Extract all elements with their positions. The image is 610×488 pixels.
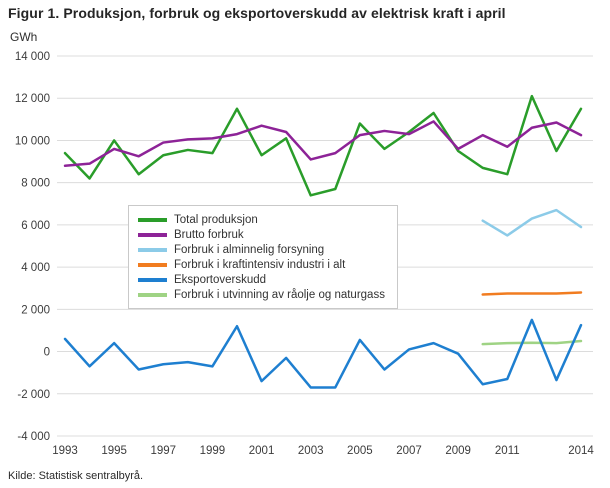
x-tick-label: 1999 [200,445,226,457]
legend: Total produksjon Brutto forbruk Forbruk … [128,205,398,309]
series-line-2 [481,208,583,237]
x-tick-label: 2005 [347,445,373,457]
x-tick-label: 1997 [150,445,176,457]
y-tick-label: 6 000 [21,220,50,232]
legend-label: Forbruk i kraftintensiv industri i alt [174,258,346,271]
legend-swatch-total-produksjon [138,217,167,222]
y-tick-label: 4 000 [21,262,50,274]
legend-swatch-alminnelig-forsyning [138,247,167,252]
legend-label: Brutto forbruk [174,228,244,241]
x-tick-label: 2003 [298,445,324,457]
x-tick-label: 2007 [396,445,422,457]
x-tick-label: 1995 [101,445,127,457]
series-line-4 [63,318,583,389]
series-line-1 [63,120,583,168]
y-axis-unit-label: GWh [10,30,38,44]
series-line-5 [481,339,583,346]
y-tick-label: 8 000 [21,178,50,190]
legend-label: Forbruk i alminnelig forsyning [174,243,325,256]
legend-item: Forbruk i utvinning av råolje og naturga… [138,287,385,302]
legend-item: Forbruk i alminnelig forsyning [138,242,385,257]
legend-swatch-utvinning-raolje-naturgass [138,292,167,297]
legend-label: Total produksjon [174,213,258,226]
y-tick-label: 10 000 [15,135,50,147]
series-line-3 [481,291,583,296]
x-tick-label: 2001 [249,445,275,457]
legend-item: Brutto forbruk [138,227,385,242]
y-tick-label: 12 000 [15,93,50,105]
legend-swatch-brutto-forbruk [138,232,167,237]
y-tick-label: 2 000 [21,304,50,316]
x-tick-label: 2011 [495,445,520,457]
x-tick-label: 1993 [52,445,78,457]
y-tick-label: -2 000 [17,389,50,401]
y-tick-label: 14 000 [15,51,50,63]
legend-swatch-kraftintensiv-industri [138,262,167,267]
source-note: Kilde: Statistisk sentralbyrå. [8,470,144,482]
y-tick-label: 0 [44,347,50,359]
legend-label: Eksportoverskudd [174,273,267,286]
legend-item: Forbruk i kraftintensiv industri i alt [138,257,385,272]
legend-item: Total produksjon [138,212,385,227]
legend-item: Eksportoverskudd [138,272,385,287]
x-tick-label: 2014 [568,445,594,457]
x-tick-label: 2009 [445,445,471,457]
legend-swatch-eksportoverskudd [138,277,167,282]
series-line-0 [63,94,583,197]
legend-label: Forbruk i utvinning av råolje og naturga… [174,288,385,301]
chart-title: Figur 1. Produksjon, forbruk og eksporto… [8,5,506,21]
y-tick-label: -4 000 [17,431,50,443]
